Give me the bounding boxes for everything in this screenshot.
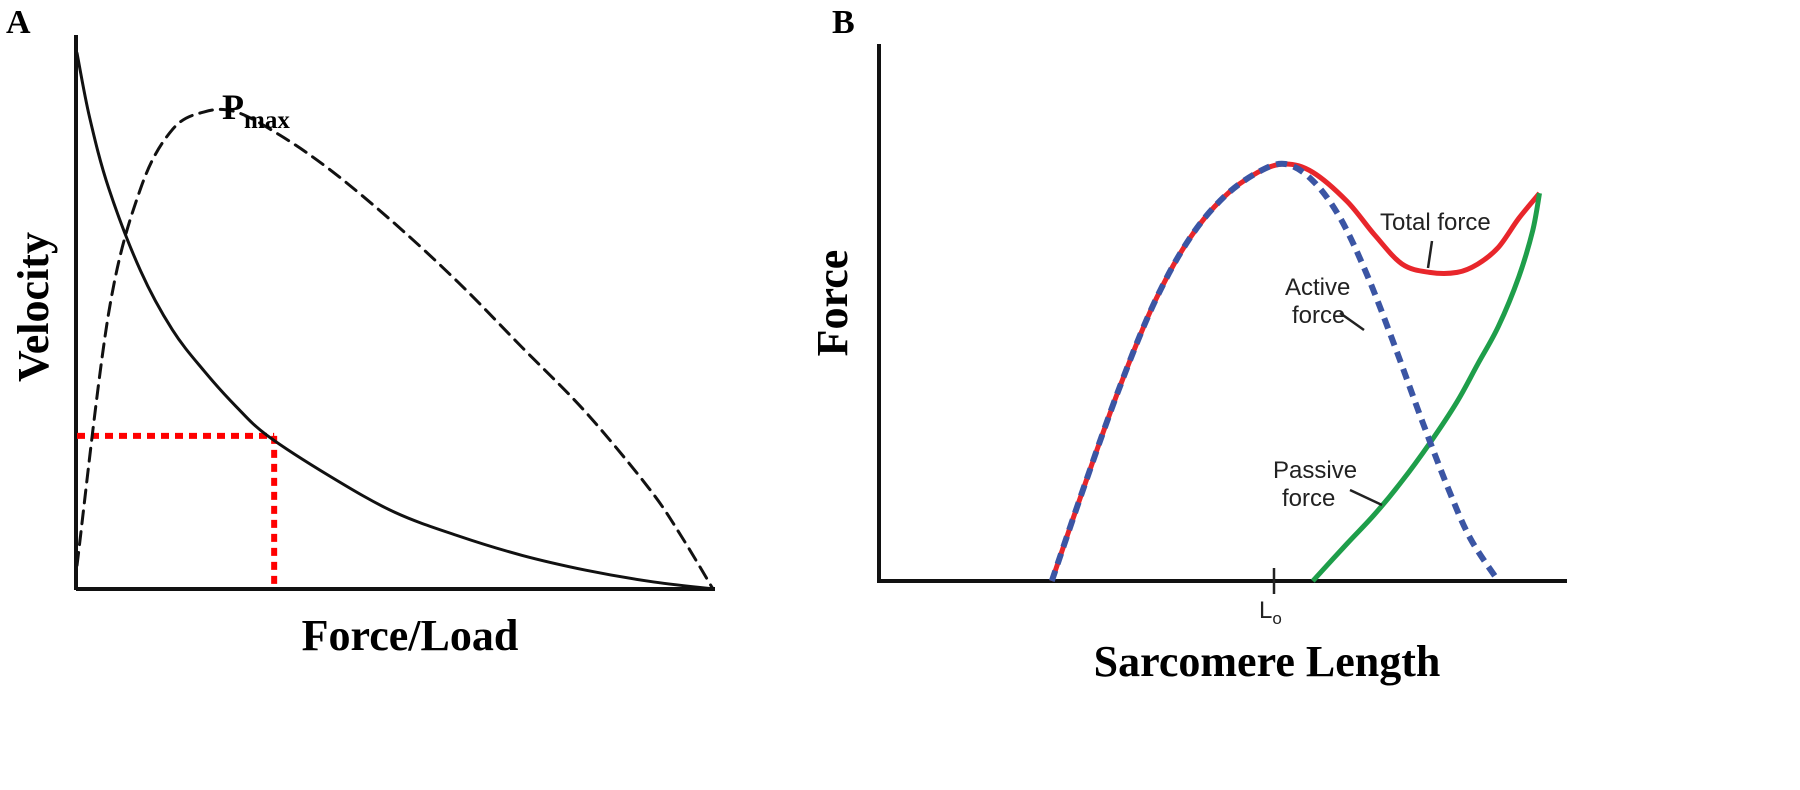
passive-force-leader [1349,488,1383,507]
panel-a-y-label: Velocity [9,232,58,382]
panel-a-letter: A [6,4,31,41]
active-force-curve [1048,160,1501,583]
active-force-label-line2: force [1292,302,1345,329]
passive-force-curve [1310,192,1542,583]
lo-tick-label-sub: o [1272,609,1281,628]
active-force-leader [1339,311,1365,332]
velocity-curve [75,51,715,591]
pmax-label-main: P [222,87,244,127]
panel-b: B Lo Total force Active force Passive fo… [808,4,1567,686]
total-force-label: Total force [1380,209,1491,236]
panel-b-letter: B [832,4,855,41]
panel-b-series [1048,160,1542,583]
lo-tick-label: Lo [1259,597,1282,628]
passive-force-label-line2: force [1282,485,1335,512]
total-force-leader [1426,240,1434,269]
panel-a-x-label: Force/Load [302,611,519,660]
panel-a-series [75,51,715,591]
active-force-label-line1: Active [1285,274,1350,301]
lo-tick-label-main: L [1259,597,1272,624]
passive-force-label-line1: Passive [1273,457,1357,484]
power-curve [75,107,715,591]
pmax-label-sub: max [244,107,290,134]
pmax-label: Pmax [222,87,290,134]
panel-b-x-label: Sarcomere Length [1094,637,1441,686]
panel-a: A Pmax Force/Load Velocity [6,4,715,660]
panel-b-y-label: Force [808,250,857,357]
